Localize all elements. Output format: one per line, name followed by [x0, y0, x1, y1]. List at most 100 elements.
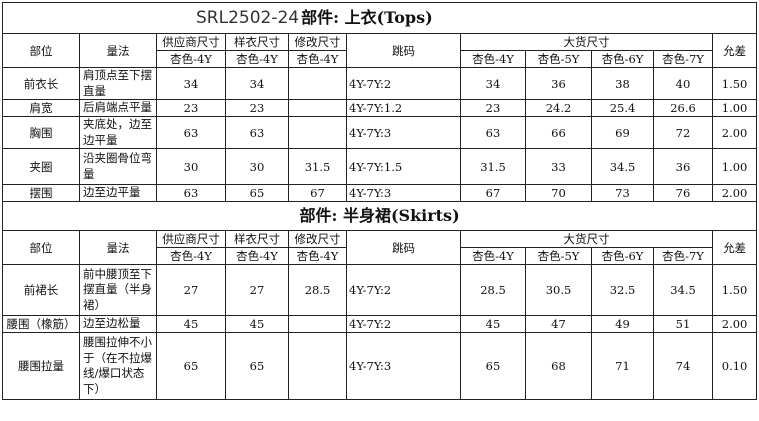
bulk-cell: 76 [653, 184, 713, 202]
bulk-cell: 70 [525, 184, 592, 202]
grading-cell: 4Y-7Y:2 [346, 67, 461, 100]
header-revised: 修改尺寸 [288, 230, 347, 248]
header-bulk: 大货尺寸 [460, 230, 713, 248]
header-method: 量法 [79, 230, 157, 265]
method-cell: 边至边松量 [79, 315, 157, 333]
subheader-bulk-size: 杏色-4Y [460, 50, 526, 68]
revised-cell [288, 116, 347, 149]
tolerance-cell: 1.50 [711, 67, 758, 100]
part-cell: 肩宽 [2, 99, 80, 117]
bulk-cell: 63 [460, 116, 526, 149]
table-row: 肩宽 后肩端点平量 23 23 4Y-7Y:1.2 23 24.2 25.4 2… [2, 99, 758, 117]
subheader-supplier-size: 杏色-4Y [156, 247, 226, 265]
subheader-bulk-size: 杏色-5Y [525, 247, 592, 265]
header-supplier: 供应商尺寸 [156, 230, 226, 248]
header-method: 量法 [79, 33, 157, 68]
header-sample: 样衣尺寸 [225, 33, 289, 51]
bulk-cell: 36 [653, 148, 713, 185]
part-cell: 夹圈 [2, 148, 80, 185]
tops-subheader-row: 杏色-4Y 杏色-4Y 杏色-4Y 杏色-4Y 杏色-5Y 杏色-6Y 杏色-7… [3, 50, 757, 68]
subheader-bulk-size: 杏色-6Y [591, 247, 654, 265]
method-cell: 边至边平量 [79, 184, 157, 202]
grading-cell: 4Y-7Y:2 [346, 315, 461, 333]
revised-cell [288, 67, 347, 100]
bulk-cell: 49 [591, 315, 654, 333]
table-row: 胸围 夹底处，边至边平量 63 63 4Y-7Y:3 63 66 69 72 2… [2, 116, 758, 149]
sample-cell: 45 [225, 315, 289, 333]
revised-cell: 28.5 [288, 264, 347, 316]
revised-cell [288, 315, 347, 333]
header-sample: 样衣尺寸 [225, 230, 289, 248]
sample-cell: 27 [225, 264, 289, 316]
sample-cell: 23 [225, 99, 289, 117]
part-cell: 腰围拉量 [2, 332, 80, 400]
header-grading: 跳码 [346, 230, 461, 265]
header-supplier: 供应商尺寸 [156, 33, 226, 51]
grading-cell: 4Y-7Y:1.5 [346, 148, 461, 185]
bulk-cell: 69 [591, 116, 654, 149]
subheader-bulk-size: 杏色-4Y [460, 247, 526, 265]
sample-cell: 65 [225, 332, 289, 400]
method-cell: 前中腰顶至下摆直量（半身裙） [79, 264, 157, 316]
part-cell: 摆围 [2, 184, 80, 202]
bulk-cell: 74 [653, 332, 713, 400]
bulk-cell: 66 [525, 116, 592, 149]
bulk-cell: 47 [525, 315, 592, 333]
bulk-cell: 65 [460, 332, 526, 400]
skirts-section-title: 部件: 半身裙(Skirts) [299, 205, 460, 225]
tolerance-cell: 0.10 [711, 332, 758, 400]
tops-header-row: 部位 量法 供应商尺寸 样衣尺寸 修改尺寸 跳码 大货尺寸 允差 [2, 33, 758, 68]
supplier-cell: 65 [156, 332, 226, 400]
subheader-supplier-size: 杏色-4Y [156, 50, 226, 68]
subheader-bulk-size: 杏色-5Y [525, 50, 592, 68]
table-row: 前衣长 肩顶点至下摆直量 34 34 4Y-7Y:2 34 36 38 40 1… [2, 67, 758, 100]
skirts-header-row: 部位 量法 供应商尺寸 样衣尺寸 修改尺寸 跳码 大货尺寸 允差 [2, 230, 758, 265]
bulk-cell: 38 [591, 67, 654, 100]
grading-cell: 4Y-7Y:3 [346, 332, 461, 400]
header-grading: 跳码 [346, 33, 461, 68]
skirts-title-row: 部件: 半身裙(Skirts) [1, 201, 758, 231]
supplier-cell: 27 [156, 264, 226, 316]
supplier-cell: 23 [156, 99, 226, 117]
skirts-title-cell: 部件: 半身裙(Skirts) [1, 201, 758, 231]
table-row: 夹圈 沿夹圈骨位弯量 30 30 31.5 4Y-7Y:1.5 31.5 33 … [2, 148, 758, 185]
supplier-cell: 63 [156, 184, 226, 202]
supplier-cell: 45 [156, 315, 226, 333]
header-revised: 修改尺寸 [288, 33, 347, 51]
bulk-cell: 72 [653, 116, 713, 149]
revised-cell: 31.5 [288, 148, 347, 185]
subheader-sample-size: 杏色-4Y [225, 50, 289, 68]
table-row: 前裙长 前中腰顶至下摆直量（半身裙） 27 27 28.5 4Y-7Y:2 28… [2, 264, 758, 316]
bulk-cell: 23 [460, 99, 526, 117]
header-bulk: 大货尺寸 [460, 33, 713, 51]
bulk-cell: 71 [591, 332, 654, 400]
revised-cell [288, 99, 347, 117]
bulk-cell: 32.5 [591, 264, 654, 316]
subheader-bulk-size: 杏色-7Y [653, 247, 713, 265]
bulk-cell: 28.5 [460, 264, 526, 316]
part-cell: 前裙长 [2, 264, 80, 316]
bulk-cell: 34.5 [591, 148, 654, 185]
skirts-subheader-row: 杏色-4Y 杏色-4Y 杏色-4Y 杏色-4Y 杏色-5Y 杏色-6Y 杏色-7… [3, 247, 757, 265]
bulk-cell: 24.2 [525, 99, 592, 117]
tolerance-cell: 2.00 [711, 315, 758, 333]
table-row: 摆围 边至边平量 63 65 67 4Y-7Y:3 67 70 73 76 2.… [2, 184, 758, 202]
header-part: 部位 [2, 33, 80, 68]
spec-table: SRL2502-24 部件: 上衣(Tops) 部位 量法 供应商尺寸 样衣尺寸 … [1, 2, 758, 400]
method-cell: 沿夹圈骨位弯量 [79, 148, 157, 185]
sample-cell: 34 [225, 67, 289, 100]
bulk-cell: 33 [525, 148, 592, 185]
header-tolerance: 允差 [711, 230, 758, 265]
part-cell: 腰围（橡筋） [2, 315, 80, 333]
sample-cell: 63 [225, 116, 289, 149]
tolerance-cell: 2.00 [711, 116, 758, 149]
grading-cell: 4Y-7Y:3 [346, 116, 461, 149]
tops-title-row: SRL2502-24 部件: 上衣(Tops) [1, 2, 758, 34]
method-cell: 后肩端点平量 [79, 99, 157, 117]
grading-cell: 4Y-7Y:2 [346, 264, 461, 316]
tolerance-cell: 2.00 [711, 184, 758, 202]
bulk-cell: 36 [525, 67, 592, 100]
tolerance-cell: 1.00 [711, 148, 758, 185]
bulk-cell: 67 [460, 184, 526, 202]
bulk-cell: 34 [460, 67, 526, 100]
